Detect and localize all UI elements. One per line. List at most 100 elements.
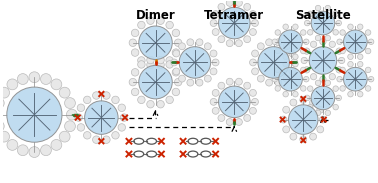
Circle shape — [212, 59, 219, 66]
Circle shape — [51, 139, 62, 150]
Circle shape — [147, 100, 154, 108]
Circle shape — [283, 106, 290, 113]
Circle shape — [280, 116, 287, 123]
Circle shape — [75, 114, 82, 121]
Circle shape — [249, 107, 256, 114]
Circle shape — [218, 86, 250, 118]
Circle shape — [218, 7, 250, 39]
Circle shape — [257, 75, 264, 82]
Circle shape — [365, 67, 371, 73]
Circle shape — [307, 11, 313, 16]
Circle shape — [365, 30, 371, 35]
Circle shape — [279, 67, 302, 91]
Circle shape — [325, 110, 331, 116]
Circle shape — [333, 30, 338, 35]
Circle shape — [157, 100, 164, 108]
Circle shape — [283, 92, 288, 97]
Circle shape — [309, 47, 337, 74]
Circle shape — [301, 48, 306, 54]
Circle shape — [235, 0, 242, 6]
Circle shape — [275, 30, 280, 35]
Circle shape — [283, 24, 288, 29]
Circle shape — [325, 35, 331, 41]
Circle shape — [166, 57, 174, 64]
Circle shape — [358, 24, 363, 29]
Circle shape — [147, 17, 154, 24]
Circle shape — [0, 131, 9, 142]
Circle shape — [310, 41, 317, 47]
Circle shape — [226, 78, 233, 85]
Circle shape — [368, 39, 374, 44]
Circle shape — [157, 61, 164, 69]
Circle shape — [132, 29, 139, 37]
Circle shape — [310, 99, 316, 106]
Circle shape — [348, 92, 353, 97]
Circle shape — [132, 69, 139, 76]
Circle shape — [310, 74, 317, 80]
Circle shape — [317, 106, 324, 113]
Circle shape — [178, 75, 186, 82]
Circle shape — [67, 109, 77, 120]
Circle shape — [210, 50, 217, 57]
Circle shape — [304, 76, 309, 82]
Circle shape — [40, 74, 51, 85]
Circle shape — [290, 133, 297, 140]
Circle shape — [29, 72, 40, 83]
Circle shape — [210, 98, 217, 105]
Circle shape — [300, 136, 307, 143]
Circle shape — [17, 145, 28, 156]
Circle shape — [252, 68, 259, 75]
Circle shape — [289, 68, 296, 75]
Circle shape — [336, 67, 342, 73]
Circle shape — [325, 80, 331, 86]
Circle shape — [196, 79, 203, 86]
Circle shape — [275, 67, 280, 73]
Circle shape — [293, 61, 298, 67]
Circle shape — [283, 75, 290, 82]
Circle shape — [147, 56, 154, 64]
Circle shape — [212, 29, 219, 36]
Circle shape — [0, 98, 4, 109]
Circle shape — [365, 86, 371, 91]
Circle shape — [196, 39, 203, 46]
Circle shape — [266, 79, 273, 86]
Circle shape — [300, 96, 307, 103]
Circle shape — [29, 147, 40, 158]
Circle shape — [212, 107, 219, 114]
Circle shape — [138, 96, 145, 104]
Circle shape — [315, 80, 321, 86]
Circle shape — [7, 79, 18, 90]
Circle shape — [93, 136, 100, 143]
Circle shape — [319, 116, 326, 123]
Circle shape — [279, 30, 302, 54]
Circle shape — [173, 50, 180, 57]
Circle shape — [315, 110, 321, 116]
Circle shape — [304, 20, 310, 26]
Circle shape — [275, 48, 280, 54]
Circle shape — [59, 87, 70, 98]
Circle shape — [226, 0, 233, 6]
Circle shape — [218, 36, 225, 43]
Circle shape — [249, 89, 256, 96]
Circle shape — [304, 39, 309, 44]
Text: Tetramer: Tetramer — [204, 9, 264, 22]
Circle shape — [210, 20, 217, 27]
Circle shape — [348, 61, 353, 67]
Circle shape — [329, 74, 335, 80]
Circle shape — [235, 40, 242, 47]
Circle shape — [235, 119, 242, 126]
Circle shape — [307, 104, 313, 110]
Circle shape — [340, 67, 345, 73]
Circle shape — [301, 30, 306, 35]
Circle shape — [77, 104, 85, 111]
Circle shape — [204, 43, 211, 50]
Circle shape — [333, 104, 338, 110]
Circle shape — [166, 21, 174, 29]
Circle shape — [358, 61, 363, 67]
Circle shape — [348, 24, 353, 29]
Circle shape — [7, 87, 62, 142]
Circle shape — [139, 65, 172, 99]
Circle shape — [344, 30, 367, 54]
Circle shape — [166, 61, 174, 68]
Circle shape — [178, 43, 186, 50]
